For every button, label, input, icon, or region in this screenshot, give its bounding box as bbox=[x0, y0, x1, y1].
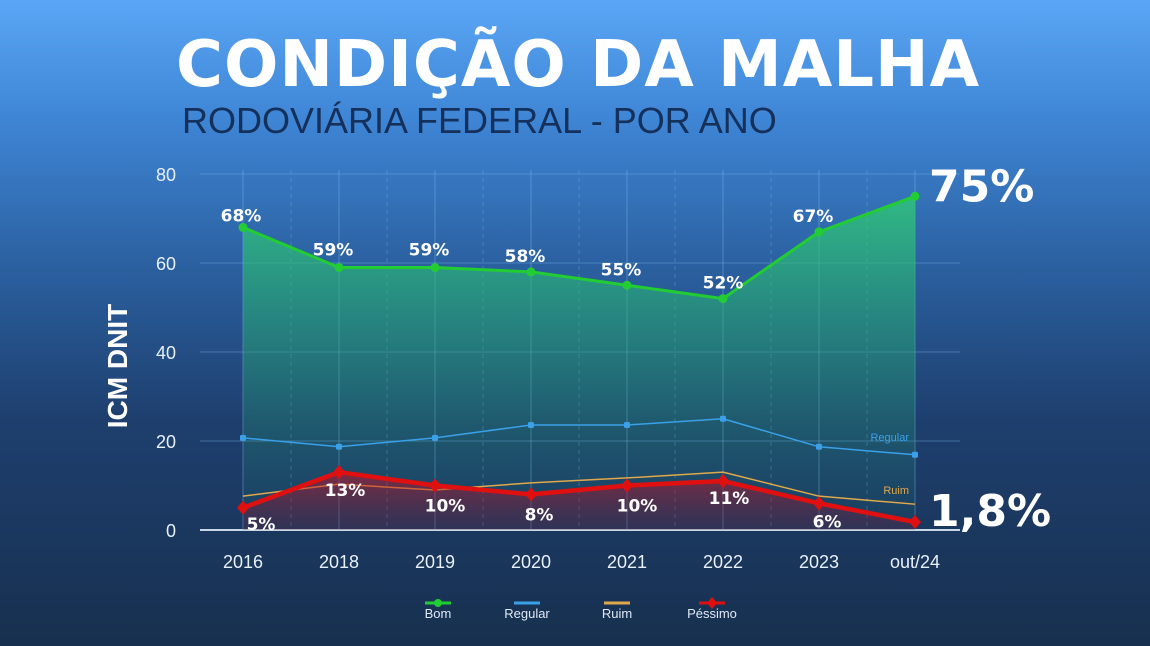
y-tick-label: 0 bbox=[166, 521, 176, 541]
x-tick-label: 2020 bbox=[511, 552, 551, 572]
pessimo-data-label: 8% bbox=[525, 505, 554, 525]
pessimo-data-label: 5% bbox=[247, 515, 276, 535]
x-tick-label: 2022 bbox=[703, 552, 743, 572]
bom-point bbox=[334, 262, 344, 272]
regular-point bbox=[432, 434, 438, 441]
regular-point bbox=[240, 434, 246, 441]
pessimo-data-label: 6% bbox=[813, 512, 842, 532]
bom-data-label: 59% bbox=[409, 240, 450, 260]
bom-point bbox=[430, 262, 440, 272]
regular-end-label: Regular bbox=[870, 432, 909, 444]
chart-title: CONDIÇÃO DA MALHA bbox=[176, 28, 981, 102]
bom-point bbox=[238, 222, 248, 232]
pessimo-data-label: 10% bbox=[425, 497, 466, 517]
x-tick-label: 2018 bbox=[319, 552, 359, 572]
pessimo-point bbox=[237, 500, 249, 515]
regular-line bbox=[242, 418, 916, 456]
bom-data-label: 67% bbox=[793, 207, 834, 227]
pessimo-data-label: 13% bbox=[325, 481, 366, 501]
regular-point bbox=[624, 421, 630, 428]
bom-point bbox=[622, 280, 632, 290]
pessimo-line bbox=[242, 469, 916, 525]
y-tick-label: 80 bbox=[156, 165, 176, 185]
bom-data-label: 58% bbox=[505, 247, 546, 267]
bom-point bbox=[718, 294, 728, 304]
regular-point bbox=[720, 415, 726, 422]
regular-point bbox=[912, 451, 918, 458]
pessimo-point bbox=[813, 496, 825, 511]
y-tick-label: 60 bbox=[156, 254, 176, 274]
legend-bom-marker bbox=[434, 599, 442, 607]
bom-data-label: 59% bbox=[313, 240, 354, 260]
y-tick-label: 20 bbox=[156, 432, 176, 452]
chart-subtitle: RODOVIÁRIA FEDERAL - POR ANO bbox=[182, 100, 777, 141]
bom-data-label: 55% bbox=[601, 260, 642, 280]
ruim-end-label: Ruim bbox=[883, 485, 909, 497]
y-tick-label: 40 bbox=[156, 343, 176, 363]
bom-final-label: 75% bbox=[929, 161, 1034, 212]
x-tick-label: 2016 bbox=[223, 552, 263, 572]
pessimo-point bbox=[333, 465, 345, 480]
pessimo-point bbox=[621, 478, 633, 493]
pessimo-data-label: 10% bbox=[617, 497, 658, 517]
pessimo-point bbox=[429, 478, 441, 493]
x-tick-label: 2019 bbox=[415, 552, 455, 572]
bom-point bbox=[526, 267, 536, 277]
pessimo-point bbox=[525, 487, 537, 502]
legend-bom-label: Bom bbox=[425, 606, 452, 621]
pessimo-data-label: 11% bbox=[709, 489, 750, 509]
regular-point bbox=[816, 443, 822, 450]
legend-ruim-label: Ruim bbox=[602, 606, 632, 621]
legend-pessimo-marker bbox=[707, 597, 717, 609]
regular-point bbox=[528, 421, 534, 428]
regular-point bbox=[336, 443, 342, 450]
x-tick-label: out/24 bbox=[890, 552, 940, 572]
bom-data-label: 68% bbox=[221, 206, 262, 226]
x-tick-label: 2023 bbox=[799, 552, 839, 572]
bom-data-label: 52% bbox=[703, 274, 744, 294]
x-tick-label: 2021 bbox=[607, 552, 647, 572]
bom-point bbox=[814, 227, 824, 237]
pessimo-final-label: 1,8% bbox=[929, 486, 1051, 537]
legend-regular-label: Regular bbox=[504, 606, 550, 621]
bom-point bbox=[910, 191, 920, 201]
legend-pessimo-label: Péssimo bbox=[687, 606, 737, 621]
bom-area bbox=[243, 196, 915, 530]
pessimo-point bbox=[909, 514, 921, 529]
pessimo-point bbox=[717, 474, 729, 489]
bom-line bbox=[242, 194, 916, 301]
